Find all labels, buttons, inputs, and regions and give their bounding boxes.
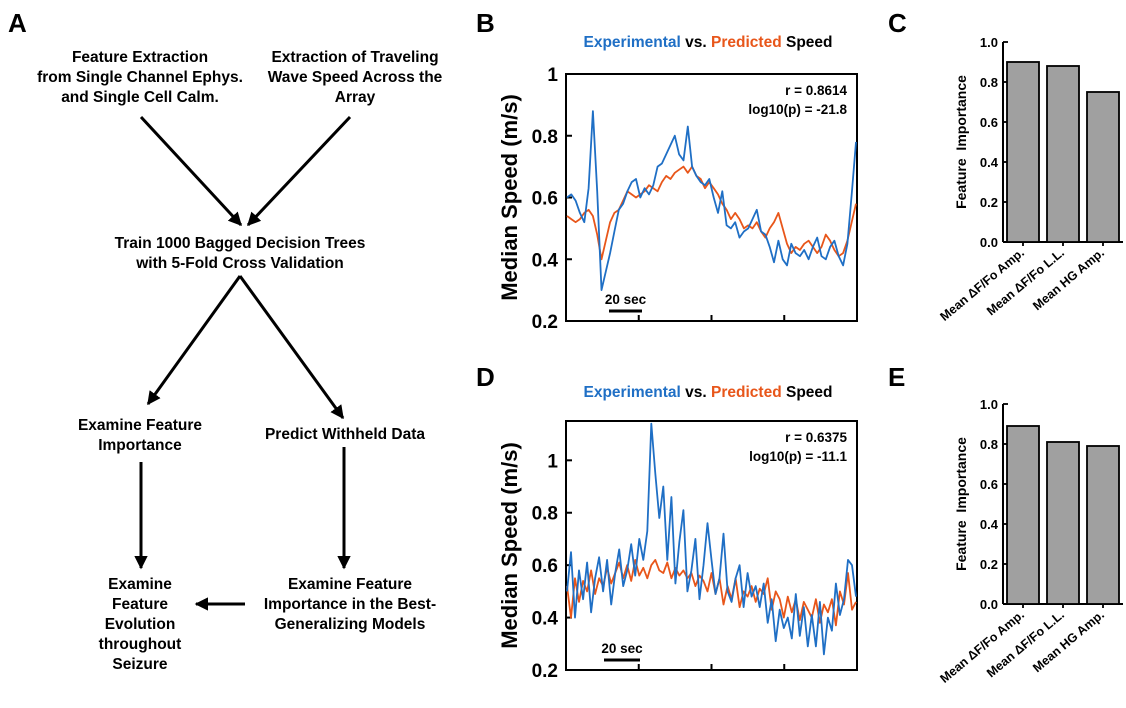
flow-line: Feature Extraction — [71, 49, 209, 66]
y-axis-label: Feature Importance — [953, 437, 969, 571]
y-tick-label: 0.4 — [980, 517, 999, 532]
y-tick-label: 0.8 — [980, 75, 998, 90]
panel-letter-c: C — [888, 8, 907, 38]
flow-line: Predict Withheld Data — [264, 426, 426, 443]
flow-line: Examine Feature — [77, 417, 203, 434]
scale-bar-label: 20 sec — [605, 292, 647, 307]
flow-arrow — [246, 115, 352, 227]
flow-arrows — [134, 115, 352, 611]
title-experimental: Experimental — [584, 34, 681, 51]
y-tick-label: 1.0 — [980, 397, 998, 412]
y-tick-label: 0.6 — [532, 189, 558, 210]
y-tick-label: 0.6 — [980, 477, 998, 492]
flow-line: Wave Speed Across the — [267, 69, 443, 86]
title-speed: Speed — [782, 34, 833, 51]
flow-line: Generalizing Models — [274, 616, 426, 633]
y-tick-label: 0.8 — [532, 504, 558, 525]
y-axis-label: Median Speed (m/s) — [497, 442, 522, 649]
flow-arrow — [238, 275, 345, 420]
flow-line: Feature — [112, 596, 168, 613]
flow-line: throughout — [98, 636, 182, 653]
series-line-experimental — [566, 110, 857, 292]
y-tick-label: 0.4 — [980, 155, 999, 170]
y-tick-label: 0.2 — [532, 312, 558, 333]
y-tick-label: 0.6 — [532, 556, 558, 577]
title-speed: Speed — [782, 384, 833, 401]
bar — [1006, 61, 1040, 243]
y-tick-label: 1.0 — [980, 35, 998, 50]
flow-arrow — [146, 275, 242, 406]
series-line-experimental — [566, 422, 857, 656]
panel-letter-a: A — [8, 8, 27, 38]
chart-title: Experimental vs. Predicted Speed — [584, 34, 833, 51]
bar — [1086, 91, 1120, 243]
y-axis-label: Feature Importance — [953, 75, 969, 209]
flow-box-feature-evolution: Examine Feature Evolution throughout Sei… — [80, 575, 200, 675]
chart-title: Experimental vs. Predicted Speed — [584, 384, 833, 401]
annotation-r: r = 0.8614 — [785, 83, 847, 98]
y-tick-label: 0.8 — [532, 127, 558, 148]
panel-letter-b: B — [476, 8, 495, 38]
flow-line: Evolution — [104, 616, 176, 633]
flow-line: and Single Cell Calm. — [61, 89, 219, 106]
flow-line: Examine — [108, 576, 172, 593]
flow-line: Seizure — [112, 656, 168, 673]
y-tick-label: 0.4 — [532, 250, 559, 271]
flow-box-train: Train 1000 Bagged Decision Trees with 5-… — [60, 234, 420, 274]
flow-line: from Single Channel Ephys. — [37, 69, 243, 86]
x-tick-label: Mean HG Amp. — [1030, 246, 1107, 314]
y-tick-label: 0.0 — [980, 235, 998, 250]
flow-line: Extraction of Traveling — [271, 49, 439, 66]
flow-line: with 5-Fold Cross Validation — [136, 255, 344, 272]
y-tick-label: 0.6 — [980, 115, 998, 130]
annotation-logp: log10(p) = -21.8 — [748, 102, 847, 117]
bar — [1046, 441, 1080, 605]
x-tick-label: Mean HG Amp. — [1030, 608, 1107, 676]
y-tick-label: 0.2 — [532, 661, 558, 682]
panel-letter-e: E — [888, 362, 906, 392]
flow-line: Examine Feature — [287, 576, 413, 593]
flow-box-best-models: Examine Feature Importance in the Best- … — [240, 575, 460, 635]
title-predicted: Predicted — [711, 384, 782, 401]
annotation-logp: log10(p) = -11.1 — [749, 449, 847, 464]
flow-line: Importance — [98, 437, 182, 454]
charts-layer: 0.2 0.4 0.6 0.8 1 Median Speed (m/s) Experimen… — [497, 34, 1123, 686]
title-vs: vs. — [681, 384, 711, 401]
y-tick-label: 0.0 — [980, 597, 998, 612]
panel-letter-d: D — [476, 362, 495, 392]
flow-box-feature-extraction: Feature Extraction from Single Channel E… — [10, 48, 270, 108]
annotation-r: r = 0.6375 — [785, 430, 847, 445]
flow-box-predict: Predict Withheld Data — [240, 425, 450, 445]
y-tick-label: 0.8 — [980, 437, 998, 452]
flow-line: Array — [334, 89, 376, 106]
y-tick-label: 0.2 — [980, 195, 998, 210]
flow-arrow — [139, 115, 243, 227]
y-axis-label: Median Speed (m/s) — [497, 94, 522, 301]
flow-box-examine-importance: Examine Feature Importance — [50, 416, 230, 456]
flow-line: Train 1000 Bagged Decision Trees — [114, 235, 366, 252]
y-tick-label: 1 — [547, 65, 558, 86]
y-tick-label: 0.4 — [532, 609, 559, 630]
bar — [1006, 425, 1040, 605]
bar — [1046, 65, 1080, 243]
flow-line: Importance in the Best- — [263, 596, 437, 613]
y-tick-label: 0.2 — [980, 557, 998, 572]
scale-bar-label: 20 sec — [601, 641, 643, 656]
title-vs: vs. — [681, 34, 711, 51]
bar — [1086, 445, 1120, 605]
title-predicted: Predicted — [711, 34, 782, 51]
y-tick-label: 1 — [547, 451, 558, 472]
flow-box-wave-speed: Extraction of Traveling Wave Speed Acros… — [250, 48, 460, 108]
title-experimental: Experimental — [584, 384, 681, 401]
